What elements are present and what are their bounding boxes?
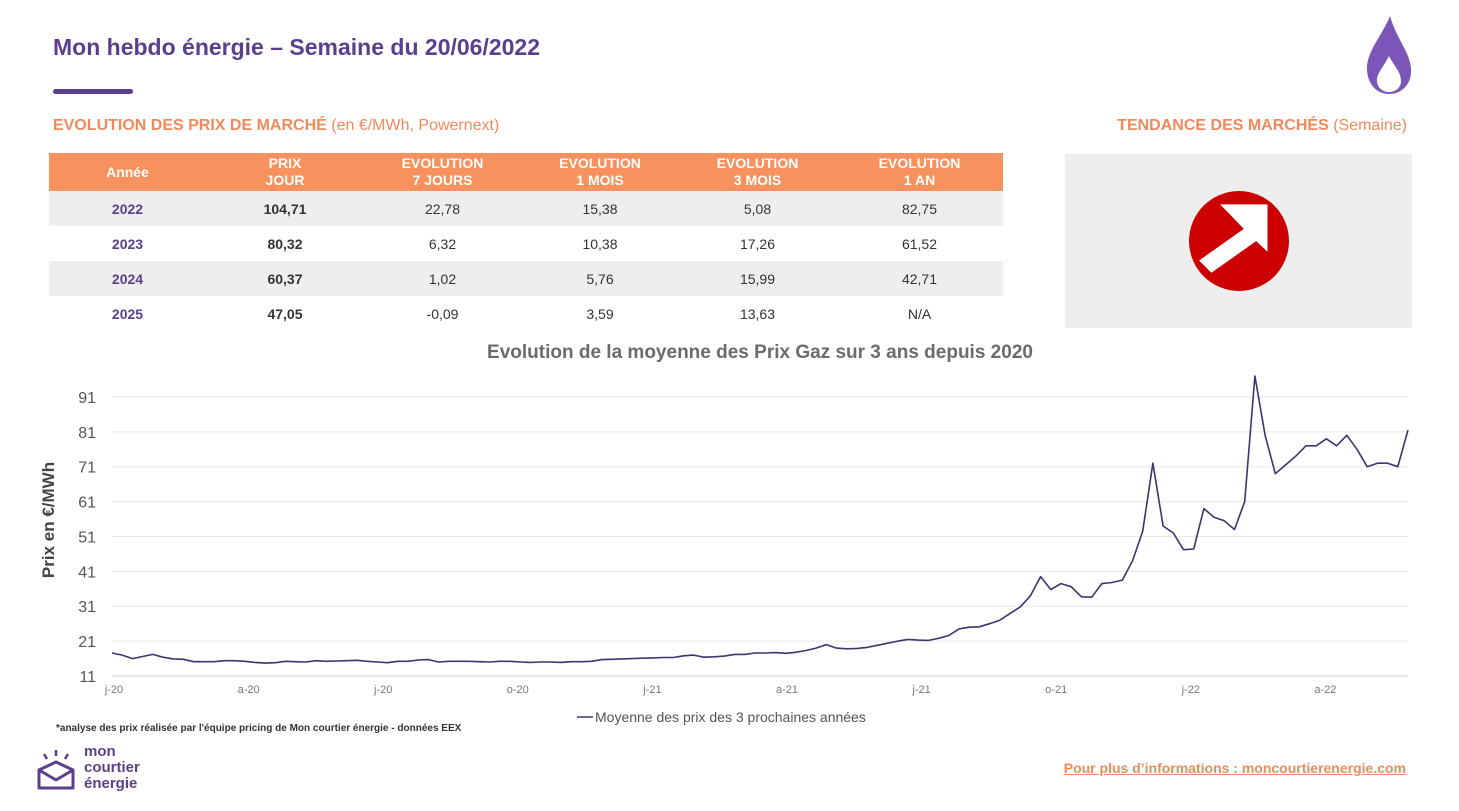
- table-row: 2024 60,37 1,02 5,76 15,99 42,71: [49, 261, 1003, 296]
- y-tick-label: 71: [78, 460, 96, 477]
- trend-heading-bold: TENDANCE DES MARCHÉS: [1117, 117, 1329, 134]
- logo-wordmark: mon courtier énergie: [84, 744, 140, 792]
- cell-year: 2025: [111, 305, 144, 322]
- y-axis-label: Prix en €/MWh: [39, 462, 58, 578]
- cell-1-year: N/A: [907, 305, 932, 322]
- cell-day-price: 47,05: [267, 305, 303, 322]
- cell-3-months: 15,99: [679, 261, 836, 296]
- market-prices-heading-rest: (en €/MWh, Powernext): [326, 117, 500, 134]
- cell-7-days: 1,02: [364, 261, 521, 296]
- trend-heading: TENDANCE DES MARCHÉS (Semaine): [1117, 117, 1407, 135]
- cell-year: 2022: [49, 191, 206, 226]
- x-tick-label: a-21: [776, 684, 798, 696]
- flame-icon: [1366, 16, 1412, 94]
- market-prices-table: Année PRIX JOUR EVOLUTION 7 JOURS EVOLUT…: [49, 153, 1003, 331]
- cell-1-year: 42,71: [836, 261, 1003, 296]
- footnote: *analyse des prix réalisée par l'équipe …: [56, 723, 462, 734]
- cell-1-year: 82,75: [836, 191, 1003, 226]
- page-title: Mon hebdo énergie – Semaine du 20/06/202…: [53, 34, 541, 60]
- series-line: [111, 375, 1409, 664]
- brand-logo: mon courtier énergie: [36, 744, 176, 800]
- x-tick-label: j-21: [642, 684, 661, 696]
- y-tick-label: 81: [78, 425, 96, 442]
- chart-legend: Moyenne des prix des 3 prochaines années: [577, 709, 866, 725]
- trend-heading-rest: (Semaine): [1328, 117, 1407, 134]
- x-axis-ticks: j-20 a-20 j-20 o-20 j-21 a-21 j-21 o-21 j-22 a-22: [104, 684, 1337, 696]
- cell-7-days: 22,78: [364, 191, 521, 226]
- y-tick-label: 31: [78, 599, 96, 616]
- cell-1-month: 15,38: [521, 191, 679, 226]
- price-line-chart: 11 21 31 41 51 61 71 81 91 j-20 a-20 j-20 o-20 j-21 a…: [39, 375, 1409, 725]
- y-tick-label: 61: [78, 495, 96, 512]
- market-prices-heading-bold: EVOLUTION DES PRIX DE MARCHÉ: [53, 117, 327, 134]
- y-tick-label: 91: [78, 390, 96, 407]
- cell-7-days: -0,09: [426, 305, 459, 322]
- cell-day-price: 80,32: [267, 235, 303, 252]
- more-info-link[interactable]: Pour plus d’informations : moncourtieren…: [1063, 760, 1406, 776]
- logo-line-1: mon: [84, 743, 116, 760]
- y-tick-label: 51: [78, 529, 96, 546]
- x-tick-label: o-20: [507, 684, 529, 696]
- cell-7-days: 6,32: [428, 235, 457, 252]
- x-tick-label: j-20: [373, 684, 392, 696]
- x-tick-label: a-20: [238, 684, 260, 696]
- trend-up-arrow-icon: [1189, 191, 1289, 291]
- x-tick-label: j-20: [104, 684, 123, 696]
- cell-3-months: 5,08: [679, 191, 836, 226]
- logo-line-3: énergie: [84, 775, 138, 792]
- x-tick-label: j-22: [1181, 684, 1200, 696]
- cell-1-year: 61,52: [901, 235, 938, 252]
- table-row: 2023 80,32 6,32 10,38 17,26 61,52: [49, 226, 1003, 261]
- legend-label: Moyenne des prix des 3 prochaines années: [595, 709, 866, 725]
- cell-1-month: 3,59: [586, 305, 614, 322]
- y-tick-label: 11: [79, 669, 96, 686]
- col-header-7-days: EVOLUTION 7 JOURS: [364, 153, 521, 191]
- table-row: 2025 47,05 -0,09 3,59 13,63 N/A: [49, 296, 1003, 331]
- cell-year: 2023: [111, 235, 144, 252]
- table-header-row: Année PRIX JOUR EVOLUTION 7 JOURS EVOLUT…: [49, 153, 1003, 191]
- chart-grid: [112, 396, 1408, 677]
- col-header-day-price: PRIX JOUR: [206, 153, 364, 191]
- cell-1-month: 5,76: [521, 261, 679, 296]
- cell-1-month: 10,38: [582, 235, 618, 252]
- market-prices-heading: EVOLUTION DES PRIX DE MARCHÉ (en €/MWh, …: [53, 117, 499, 135]
- col-header-3-months: EVOLUTION 3 MOIS: [679, 153, 836, 191]
- chart-title: Evolution de la moyenne des Prix Gaz sur…: [487, 342, 1033, 363]
- x-tick-label: j-21: [911, 684, 930, 696]
- cell-day-price: 60,37: [206, 261, 364, 296]
- logo-line-2: courtier: [84, 759, 140, 776]
- cell-3-months: 17,26: [739, 235, 776, 252]
- trend-panel: [1065, 154, 1412, 328]
- y-axis-ticks: 11 21 31 41 51 61 71 81 91: [78, 390, 96, 686]
- table-row: 2022 104,71 22,78 15,38 5,08 82,75: [49, 191, 1003, 226]
- x-tick-label: o-21: [1045, 684, 1067, 696]
- title-underline: [53, 89, 133, 94]
- y-tick-label: 41: [78, 564, 96, 581]
- x-tick-label: a-22: [1314, 684, 1336, 696]
- y-tick-label: 21: [78, 634, 96, 651]
- cell-year: 2024: [49, 261, 206, 296]
- cell-day-price: 104,71: [206, 191, 364, 226]
- col-header-1-month: EVOLUTION 1 MOIS: [521, 153, 679, 191]
- cell-3-months: 13,63: [739, 305, 776, 322]
- col-header-1-year: EVOLUTION 1 AN: [836, 153, 1003, 191]
- col-header-year: Année: [49, 153, 206, 191]
- chart-series: [111, 375, 1409, 664]
- logo-mark-icon: [37, 750, 75, 790]
